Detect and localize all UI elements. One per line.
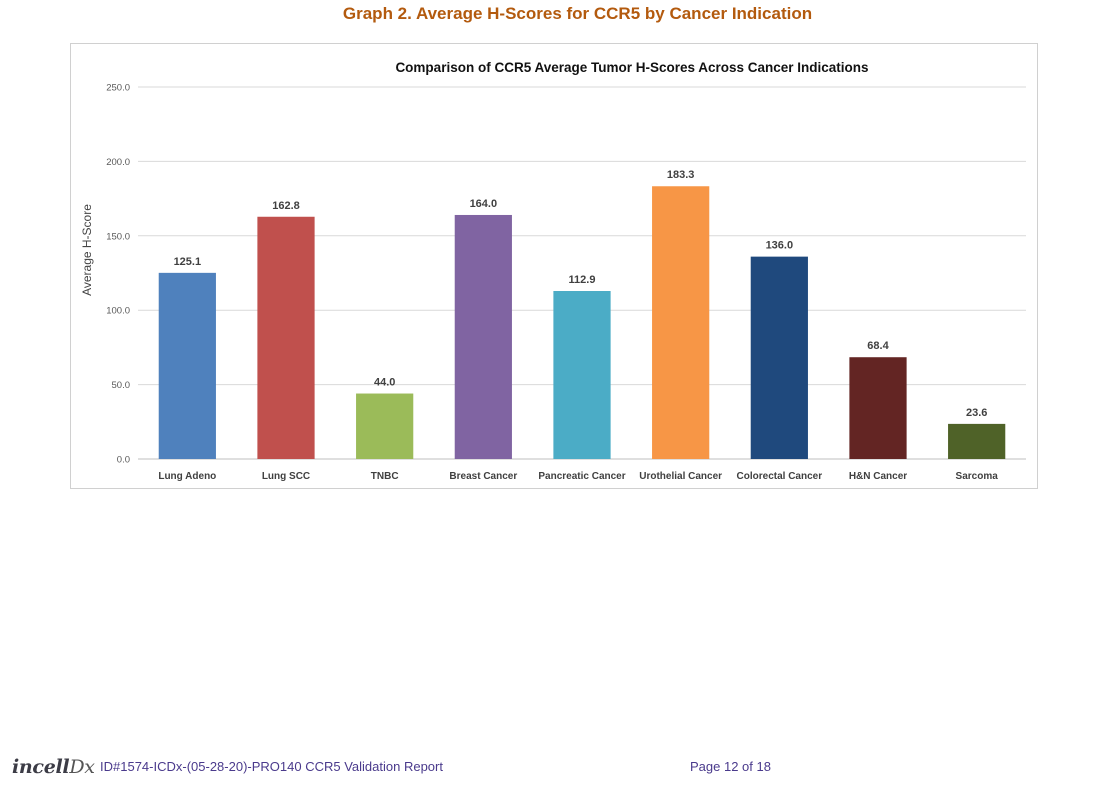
x-tick-label: H&N Cancer — [849, 471, 907, 482]
x-tick-label: Lung SCC — [262, 471, 310, 482]
bar — [948, 423, 1006, 459]
bar — [553, 291, 611, 459]
page-footer: incellDx ID#1574-ICDx-(05-28-20)-PRO140 … — [12, 756, 1102, 780]
x-tick-labels: Lung Adeno Lung SCC TNBC Breast Cancer Pancr… — [158, 471, 998, 482]
bar-value-label: 68.4 — [867, 340, 889, 352]
bar-value-label: 125.1 — [174, 256, 202, 268]
bar-value-label: 44.0 — [374, 377, 395, 389]
bar-value-label: 112.9 — [569, 274, 596, 286]
y-tick-labels: 0.0 50.0 100.0 150.0 200.0 250.0 — [106, 83, 130, 466]
bar — [454, 214, 512, 459]
bar-value-label: 164.0 — [470, 198, 498, 210]
bars — [158, 186, 1006, 459]
document-id: ID#1574-ICDx-(05-28-20)-PRO140 CCR5 Vali… — [100, 759, 443, 774]
x-tick-label: Lung Adeno — [158, 471, 216, 482]
x-tick-label: Sarcoma — [956, 471, 999, 482]
company-logo: incellDx — [12, 756, 95, 778]
x-tick-label: Urothelial Cancer — [639, 471, 722, 482]
bar — [652, 186, 710, 459]
bar-value-label: 136.0 — [766, 240, 794, 252]
bar — [849, 357, 907, 459]
y-tick-label: 200.0 — [106, 157, 130, 168]
page-heading: Graph 2. Average H-Scores for CCR5 by Ca… — [342, 4, 813, 23]
bar-value-label: 183.3 — [667, 169, 695, 181]
x-tick-label: Breast Cancer — [449, 471, 517, 482]
y-tick-label: 150.0 — [106, 231, 130, 242]
y-tick-label: 250.0 — [106, 83, 130, 94]
page-number: Page 12 of 18 — [690, 759, 771, 774]
bar — [356, 393, 414, 459]
value-labels: 125.1 162.8 44.0 164.0 112.9 183.3 136.0 68.4 23… — [174, 169, 988, 419]
x-tick-label: TNBC — [371, 471, 399, 482]
y-tick-label: 0.0 — [117, 455, 130, 466]
y-axis-title: Average H-Score — [80, 204, 94, 296]
bar-value-label: 23.6 — [966, 407, 987, 419]
bar-value-label: 162.8 — [272, 200, 300, 212]
bar — [158, 272, 216, 459]
bar — [750, 256, 808, 459]
x-tick-label: Pancreatic Cancer — [538, 471, 625, 482]
bar — [257, 216, 315, 459]
y-tick-label: 100.0 — [106, 306, 130, 317]
y-tick-label: 50.0 — [112, 380, 131, 391]
bar-chart: 0.0 50.0 100.0 150.0 200.0 250.0 125.1 162.8 44… — [106, 83, 1026, 482]
chart-title: Comparison of CCR5 Average Tumor H-Score… — [395, 60, 869, 75]
x-tick-label: Colorectal Cancer — [737, 471, 823, 482]
